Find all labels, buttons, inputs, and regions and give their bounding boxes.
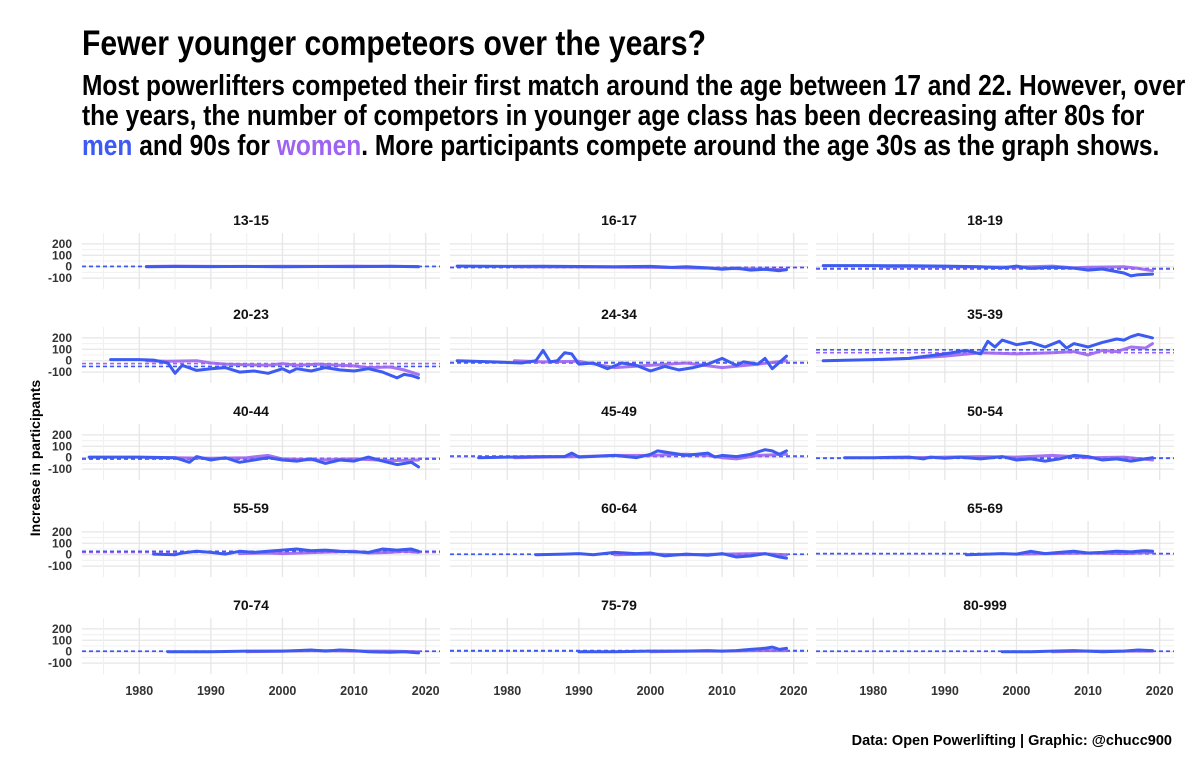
x-tick-label: 2020 xyxy=(412,684,440,698)
y-tick-label: 200 xyxy=(52,428,72,442)
facet-80-999: 80-999 1980 1990 2000 2010 2020 xyxy=(816,597,1174,698)
men-series-line xyxy=(455,264,788,273)
chart-title: Fewer younger competeors over the years? xyxy=(82,24,706,63)
women-series-line xyxy=(144,359,420,376)
facet-title: 24-34 xyxy=(601,306,637,322)
facet-title: 60-64 xyxy=(601,500,637,516)
men-series-line xyxy=(534,550,788,560)
subtitle-text-2: and 90s for xyxy=(132,130,277,162)
facet-35-39: 35-39 xyxy=(816,306,1174,383)
x-tick-label: 1980 xyxy=(493,684,521,698)
y-tick-label: 0 xyxy=(65,645,72,659)
facet-title: 20-23 xyxy=(233,306,269,322)
y-tick-label: 0 xyxy=(65,260,72,274)
y-tick-label: 100 xyxy=(52,536,72,550)
y-tick-label: -100 xyxy=(48,365,72,379)
caption: Data: Open Powerlifting | Graphic: @chuc… xyxy=(851,733,1172,749)
x-tick-label: 1990 xyxy=(197,684,225,698)
facet-title: 55-59 xyxy=(233,500,269,516)
facet-title: 75-79 xyxy=(601,597,637,613)
men-series-line xyxy=(455,348,788,373)
facet-title: 18-19 xyxy=(967,212,1003,228)
facet-50-54: 50-54 xyxy=(816,403,1174,480)
men-series-line xyxy=(843,453,1154,463)
y-tick-label: -100 xyxy=(48,559,72,573)
y-tick-label: 0 xyxy=(65,451,72,465)
men-series-line xyxy=(821,264,1154,278)
men-series-line xyxy=(152,547,420,557)
subtitle-text-3: . More participants compete around the a… xyxy=(361,130,1160,162)
y-tick-label: -100 xyxy=(48,656,72,670)
facet-title: 45-49 xyxy=(601,403,637,419)
facet-title: 35-39 xyxy=(967,306,1003,322)
y-tick-label: 100 xyxy=(52,633,72,647)
x-tick-label: 2020 xyxy=(1146,684,1174,698)
y-tick-label: 0 xyxy=(65,548,72,562)
y-tick-label: 100 xyxy=(52,248,72,262)
x-tick-label: 2000 xyxy=(637,684,665,698)
facet-18-19: 18-19 xyxy=(816,212,1174,289)
facet-title: 50-54 xyxy=(967,403,1003,419)
subtitle-text-1: Most powerlifters competed their first m… xyxy=(82,70,1186,132)
men-series-line xyxy=(477,448,788,460)
men-series-line xyxy=(964,549,1154,557)
facet-title: 65-69 xyxy=(967,500,1003,516)
y-tick-label: 200 xyxy=(52,331,72,345)
y-tick-label: -100 xyxy=(48,271,72,285)
x-tick-label: 1980 xyxy=(859,684,887,698)
facet-title: 13-15 xyxy=(233,212,269,228)
facet-title: 80-999 xyxy=(963,597,1007,613)
men-series-line xyxy=(109,358,420,380)
women-series-line xyxy=(878,342,1154,362)
facet-title: 70-74 xyxy=(233,597,269,613)
facet-65-69: 65-69 xyxy=(816,500,1174,577)
y-tick-label: 0 xyxy=(65,354,72,368)
x-tick-label: 2020 xyxy=(780,684,808,698)
facet-45-49: 45-49 xyxy=(450,403,808,480)
x-tick-label: 2000 xyxy=(1003,684,1031,698)
x-tick-label: 2010 xyxy=(708,684,736,698)
x-tick-label: 2000 xyxy=(269,684,297,698)
y-tick-label: -100 xyxy=(48,462,72,476)
facet-24-34: 24-34 xyxy=(450,306,808,383)
facet-title: 40-44 xyxy=(233,403,269,419)
men-series-line xyxy=(166,648,420,655)
x-tick-label: 2010 xyxy=(1074,684,1102,698)
chart-subtitle: Most powerlifters competed their first m… xyxy=(82,71,1191,161)
subtitle-women-highlight: women xyxy=(276,130,362,162)
facet-16-17: 16-17 xyxy=(450,212,808,289)
y-tick-label: 100 xyxy=(52,342,72,356)
x-tick-label: 1980 xyxy=(125,684,153,698)
y-tick-label: 200 xyxy=(52,525,72,539)
facet-75-79: 75-79 1980 1990 2000 2010 2020 xyxy=(450,597,808,698)
y-tick-label: 200 xyxy=(52,237,72,251)
men-series-line xyxy=(87,455,420,469)
men-series-line xyxy=(1000,648,1154,654)
facet-title: 16-17 xyxy=(601,212,637,228)
facet-60-64: 60-64 xyxy=(450,500,808,577)
x-tick-label: 1990 xyxy=(565,684,593,698)
x-tick-label: 1990 xyxy=(931,684,959,698)
men-series-line xyxy=(577,645,788,654)
y-tick-label: 100 xyxy=(52,439,72,453)
x-tick-label: 2010 xyxy=(340,684,368,698)
men-series-line xyxy=(821,332,1154,363)
y-tick-label: 200 xyxy=(52,622,72,636)
subtitle-men-highlight: men xyxy=(82,130,133,162)
